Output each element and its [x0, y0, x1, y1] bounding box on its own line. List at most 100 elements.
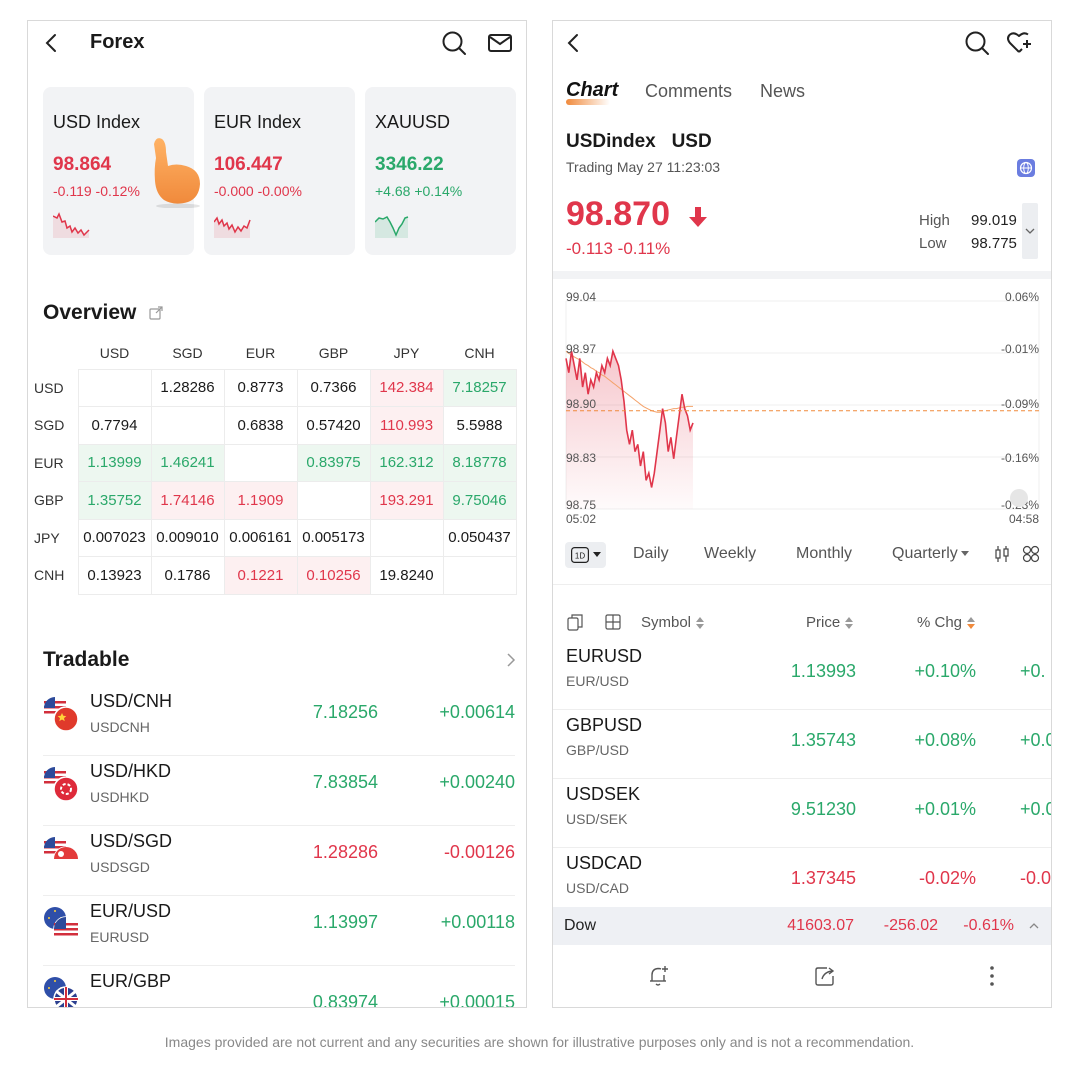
- index-card-usd[interactable]: USD Index 98.864 -0.119 -0.12%: [43, 87, 200, 255]
- arrow-down-icon: [689, 207, 707, 227]
- matrix-cell[interactable]: 0.006161: [223, 518, 298, 557]
- matrix-cell[interactable]: 0.6838: [223, 406, 298, 445]
- card-change: +4.68 +0.14%: [375, 183, 463, 199]
- matrix-cell[interactable]: 9.75046: [442, 481, 517, 520]
- red-sparkline-icon: [53, 212, 90, 238]
- market-ticker-bar[interactable]: Dow 41603.07 -256.02 -0.61%: [553, 907, 1051, 945]
- period-weekly[interactable]: Weekly: [704, 545, 757, 562]
- section-divider: [553, 271, 1051, 279]
- card-name: USD Index: [53, 112, 141, 132]
- matrix-cell[interactable]: 1.13999: [77, 443, 152, 482]
- tradable-row-usdsgd[interactable]: USD/SGD USDSGD 1.28286 -0.00126: [43, 826, 515, 896]
- matrix-cell[interactable]: 0.7366: [296, 368, 371, 407]
- matrix-cell[interactable]: 0.10256: [296, 556, 371, 595]
- usd-sgd-flag-icon: [44, 837, 79, 872]
- list-pair: USD/CAD: [566, 880, 630, 896]
- divider: [553, 584, 1051, 585]
- matrix-cell: [296, 481, 371, 520]
- search-icon[interactable]: [964, 30, 990, 56]
- matrix-cell[interactable]: 0.009010: [150, 518, 225, 557]
- chevron-up-icon[interactable]: [1029, 922, 1039, 930]
- matrix-cell[interactable]: 0.13923: [77, 556, 152, 595]
- tradable-row-eurgbp[interactable]: EUR/GBP 0.83974 +0.00015: [43, 966, 515, 1007]
- period-daily[interactable]: Daily: [633, 545, 669, 562]
- caret-down-icon: [593, 552, 601, 557]
- candlestick-icon[interactable]: [993, 545, 1011, 563]
- heart-plus-icon[interactable]: [1006, 30, 1032, 56]
- matrix-cell[interactable]: 0.83975: [296, 443, 371, 482]
- list-row-usdsek[interactable]: USDSEK USD/SEK 9.51230 +0.01% +0.0: [553, 779, 1051, 848]
- matrix-cell[interactable]: 0.050437: [442, 518, 517, 557]
- tradable-change: +0.00614: [439, 702, 515, 722]
- pct-axis-tick-label: 0.06%: [1005, 290, 1039, 304]
- tab-news[interactable]: News: [760, 81, 806, 101]
- matrix-cell[interactable]: 8.18778: [442, 443, 517, 482]
- matrix-cell[interactable]: 0.007023: [77, 518, 152, 557]
- tab-underline: [566, 99, 610, 105]
- mail-icon[interactable]: [487, 30, 513, 56]
- matrix-cell[interactable]: 5.5988: [442, 406, 517, 445]
- ticker-percent: -0.61%: [963, 917, 1014, 934]
- grid-layout-icon[interactable]: [1022, 545, 1040, 563]
- matrix-cell[interactable]: 0.7794: [77, 406, 152, 445]
- matrix-cell[interactable]: 0.005173: [296, 518, 371, 557]
- chart-handle-icon[interactable]: [1010, 489, 1028, 507]
- matrix-cell[interactable]: 1.46241: [150, 443, 225, 482]
- tradable-row-usdcnh[interactable]: USD/CNH USDCNH 7.18256 +0.00614: [43, 686, 515, 756]
- sort-icon: [845, 617, 854, 630]
- tradable-row-usdhkd[interactable]: USD/HKD USDHKD 7.83854 +0.00240: [43, 756, 515, 826]
- tradable-row-eurusd[interactable]: EUR/USD EURUSD 1.13997 +0.00118: [43, 896, 515, 966]
- pct-axis-tick-label: -0.09%: [1001, 397, 1039, 411]
- usd-index-detail-panel: Chart Comments News USDindex USD Trading…: [552, 20, 1052, 1008]
- intraday-chart[interactable]: 99.04 98.97 98.90 98.83 98.75 0.06% -0.01% -0.0…: [553, 289, 1052, 531]
- symbol-sort-header[interactable]: Symbol: [641, 614, 705, 631]
- matrix-cell[interactable]: 1.35752: [77, 481, 152, 520]
- list-row-eurusd[interactable]: EURUSD EUR/USD 1.13993 +0.10% +0.: [553, 641, 1051, 710]
- list-symbol: USDCAD: [566, 853, 643, 873]
- price-header-label: Price: [806, 614, 841, 631]
- share-icon[interactable]: [812, 963, 838, 989]
- matrix-cell[interactable]: 162.312: [369, 443, 444, 482]
- expand-quote-button[interactable]: [1022, 203, 1038, 259]
- tab-comments[interactable]: Comments: [645, 81, 733, 101]
- list-row-usdcad[interactable]: USDCAD USD/CAD 1.37345 -0.02% -0.0: [553, 848, 1051, 917]
- period-monthly[interactable]: Monthly: [796, 545, 853, 562]
- search-icon[interactable]: [441, 30, 467, 56]
- matrix-cell[interactable]: 142.384: [369, 368, 444, 407]
- index-card-eur[interactable]: EUR Index 106.447 -0.000 -0.00%: [204, 87, 355, 255]
- list-row-gbpusd[interactable]: GBPUSD GBP/USD 1.35743 +0.08% +0.0: [553, 710, 1051, 779]
- back-icon[interactable]: [562, 31, 586, 55]
- y-axis-tick-label: 98.75: [566, 498, 596, 512]
- matrix-cell[interactable]: 19.8240: [369, 556, 444, 595]
- index-card-xauusd[interactable]: XAUUSD 3346.22 +4.68 +0.14%: [365, 87, 516, 255]
- tab-chart[interactable]: Chart: [566, 79, 618, 105]
- list-change: -0.02%: [918, 868, 976, 888]
- matrix-cell[interactable]: 193.291: [369, 481, 444, 520]
- price-alert-icon[interactable]: [646, 963, 672, 989]
- eur-gbp-flag-icon: [44, 977, 79, 1007]
- back-icon[interactable]: [40, 31, 64, 55]
- period-quarterly[interactable]: Quarterly: [892, 545, 969, 563]
- card-price: 3346.22: [375, 154, 444, 175]
- matrix-cell[interactable]: 1.1909: [223, 481, 298, 520]
- matrix-cell[interactable]: 0.1786: [150, 556, 225, 595]
- matrix-cell[interactable]: 7.18257: [442, 368, 517, 407]
- table-view-icon[interactable]: [604, 613, 622, 631]
- matrix-cell[interactable]: 0.57420: [296, 406, 371, 445]
- external-link-icon[interactable]: [149, 306, 163, 320]
- matrix-cell[interactable]: 0.1221: [223, 556, 298, 595]
- price-sort-header[interactable]: Price: [806, 614, 854, 631]
- globe-icon[interactable]: [1017, 159, 1035, 177]
- chevron-right-icon[interactable]: [504, 651, 518, 669]
- matrix-cell[interactable]: 1.28286: [150, 368, 225, 407]
- tradable-code: EURUSD: [90, 929, 150, 945]
- list-change: +0.01%: [914, 799, 976, 819]
- copy-icon[interactable]: [566, 613, 584, 631]
- period-1d-button[interactable]: 1D: [565, 542, 606, 568]
- matrix-cell[interactable]: 110.993: [369, 406, 444, 445]
- matrix-cell[interactable]: 1.74146: [150, 481, 225, 520]
- pct-axis-tick-label: -0.16%: [1001, 451, 1039, 465]
- matrix-cell[interactable]: 0.8773: [223, 368, 298, 407]
- more-options-icon[interactable]: [979, 963, 1005, 989]
- change-sort-header[interactable]: % Chg: [917, 614, 976, 631]
